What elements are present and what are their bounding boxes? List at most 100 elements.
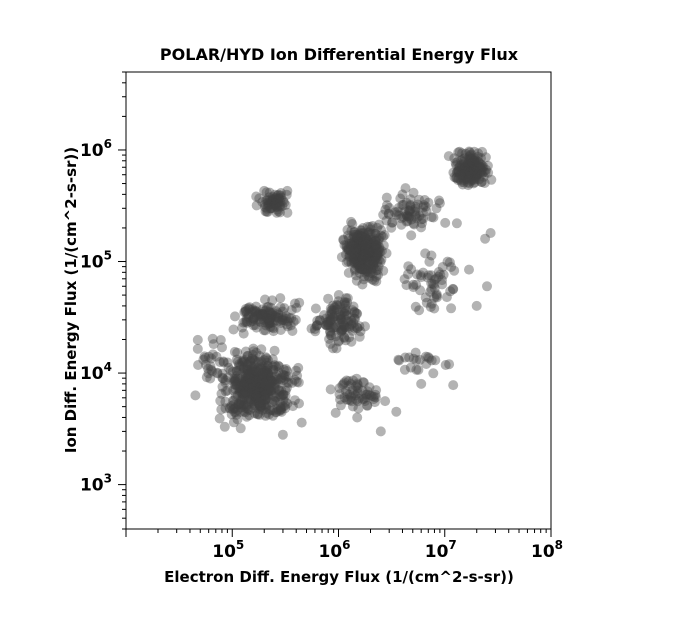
data-point — [456, 162, 467, 173]
data-point — [480, 233, 491, 244]
data-point — [243, 303, 254, 314]
data-point — [336, 305, 347, 316]
data-point — [342, 297, 353, 308]
data-point — [354, 238, 364, 248]
data-point — [357, 248, 368, 259]
data-point — [266, 385, 277, 396]
data-point — [471, 165, 482, 176]
data-point — [237, 384, 248, 395]
data-point — [266, 308, 277, 319]
data-point — [258, 367, 268, 378]
data-point — [248, 380, 259, 391]
data-point — [254, 400, 265, 411]
data-point — [257, 391, 267, 402]
data-point — [232, 365, 242, 376]
data-point — [446, 262, 457, 272]
data-point — [267, 322, 278, 333]
data-point — [245, 387, 256, 398]
data-point — [242, 399, 253, 410]
data-point — [373, 270, 383, 280]
data-point — [232, 390, 243, 401]
data-point — [366, 234, 377, 245]
data-point — [258, 386, 269, 396]
data-point — [266, 199, 277, 210]
data-point — [251, 385, 262, 396]
data-point — [267, 354, 278, 365]
data-point — [330, 407, 341, 418]
data-point — [359, 393, 370, 404]
data-point — [350, 244, 361, 254]
data-point — [342, 388, 353, 399]
data-point — [243, 381, 254, 392]
data-point — [355, 257, 366, 268]
data-point — [274, 200, 285, 211]
data-point — [229, 407, 240, 418]
data-point — [352, 231, 363, 242]
data-point — [262, 206, 273, 217]
data-point — [244, 388, 255, 399]
y-tick-label: 104 — [80, 360, 112, 384]
data-point — [215, 395, 226, 406]
data-point — [339, 332, 350, 343]
data-point — [277, 314, 288, 325]
data-point — [364, 250, 375, 261]
data-point — [346, 258, 357, 269]
data-point — [363, 247, 374, 258]
data-point — [353, 229, 364, 240]
data-point — [265, 321, 276, 332]
data-point — [257, 370, 268, 381]
data-point — [351, 255, 362, 265]
data-point — [242, 308, 252, 319]
data-point — [485, 228, 496, 238]
data-point — [371, 250, 382, 261]
data-point — [358, 264, 369, 275]
data-point — [349, 307, 360, 318]
data-point — [349, 231, 360, 242]
data-point — [373, 244, 383, 255]
data-point — [268, 317, 279, 328]
data-point — [256, 344, 267, 355]
data-point — [262, 302, 273, 313]
data-point — [255, 317, 266, 328]
data-point — [345, 245, 356, 256]
data-point — [473, 148, 484, 159]
data-point — [356, 261, 367, 272]
data-point — [411, 213, 422, 224]
data-point — [256, 379, 267, 390]
data-point — [404, 206, 415, 216]
data-point — [242, 371, 253, 382]
data-point — [467, 160, 478, 171]
data-point — [225, 365, 236, 376]
data-point — [423, 197, 434, 208]
data-point — [328, 321, 339, 332]
data-point — [393, 210, 404, 221]
data-point — [448, 380, 459, 391]
data-point — [454, 161, 465, 171]
data-point — [291, 376, 302, 387]
data-point — [346, 238, 357, 249]
data-point — [259, 385, 270, 396]
data-point — [267, 410, 278, 421]
data-point — [367, 221, 378, 231]
data-point — [244, 304, 255, 315]
data-point — [250, 307, 261, 318]
data-point — [266, 386, 277, 397]
data-point — [261, 387, 272, 398]
data-point — [263, 381, 274, 392]
data-point — [398, 212, 409, 222]
data-point — [405, 194, 416, 205]
data-point — [347, 248, 358, 259]
data-point — [357, 237, 368, 248]
data-point — [293, 377, 304, 388]
data-point — [457, 172, 468, 183]
data-point — [235, 423, 246, 434]
data-point — [465, 153, 476, 164]
data-point — [247, 353, 257, 364]
data-point — [230, 384, 241, 394]
data-point — [223, 372, 234, 383]
data-point — [260, 399, 271, 410]
data-point — [228, 395, 238, 406]
data-point — [366, 252, 377, 263]
data-point — [251, 375, 262, 386]
data-point — [240, 386, 251, 397]
